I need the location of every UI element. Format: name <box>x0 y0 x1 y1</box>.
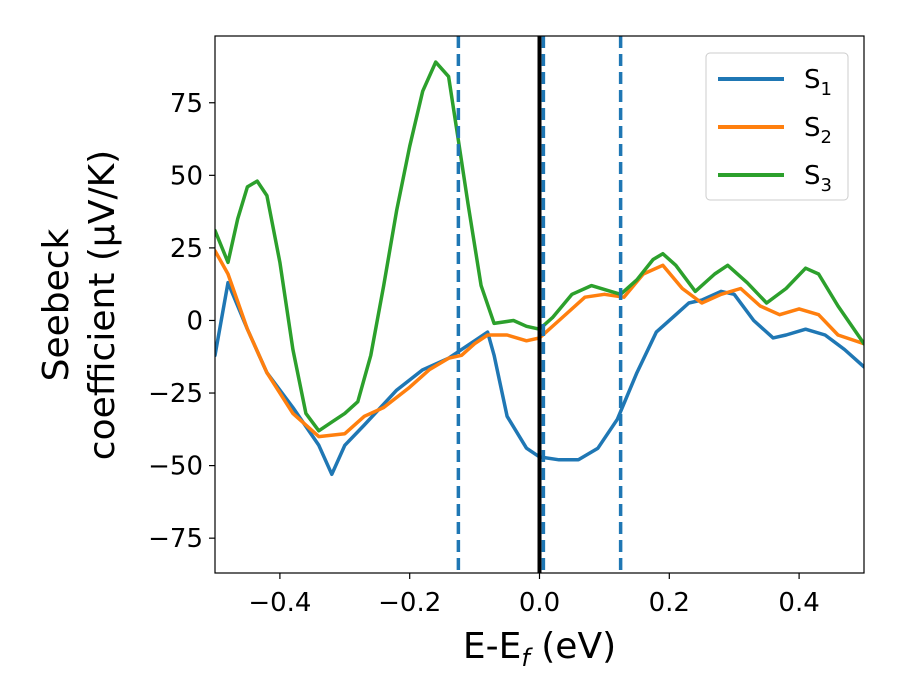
y-tick-label: 25 <box>170 234 203 264</box>
y-tick-label: −25 <box>148 379 203 409</box>
y-tick-label: 50 <box>170 161 203 191</box>
x-axis-title: E-Ef (eV) <box>463 626 616 672</box>
x-tick-label: 0.2 <box>649 588 690 618</box>
plot-area <box>215 36 864 573</box>
y-tick-label: 0 <box>186 306 203 336</box>
y-tick-label: 75 <box>170 89 203 119</box>
axis-ticks: −0.4 −0.2 0.0 0.2 0.4 75 50 25 0 −25 −50 −75 <box>148 89 820 618</box>
y-axis-title: Seebeck coefficient (μV/K) <box>36 150 123 460</box>
x-tick-label: 0.4 <box>778 588 819 618</box>
y-tick-label: −75 <box>148 524 203 554</box>
series-line-s3 <box>215 60 864 433</box>
x-tick-label: −0.4 <box>248 588 311 618</box>
y-axis-title-line-1: Seebeck <box>36 228 77 381</box>
series-line-s2 <box>215 249 864 439</box>
y-tick-label: −50 <box>148 452 203 482</box>
x-tick-label: −0.2 <box>378 588 441 618</box>
x-tick-label: 0.0 <box>519 588 560 618</box>
y-axis-title-line-2: coefficient (μV/K) <box>82 150 123 460</box>
series-line-s1 <box>215 280 864 477</box>
